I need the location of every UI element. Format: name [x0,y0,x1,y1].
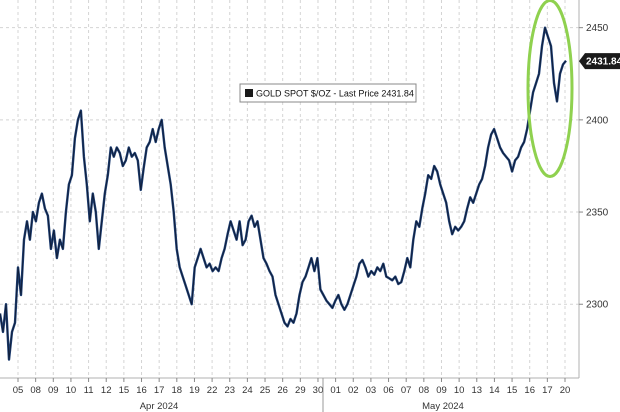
x-tick-label: 13 [471,385,482,396]
x-tick-label: 12 [101,385,112,396]
x-tick-label: 08 [30,385,41,396]
y-tick-label: 2300 [586,300,609,311]
x-tick-label: 19 [189,385,200,396]
x-tick-label: 16 [136,385,147,396]
month-label-april: Apr 2024 [140,401,179,412]
x-tick-label: 22 [207,385,218,396]
legend: GOLD SPOT $/OZ - Last Price 2431.84 [239,83,417,103]
x-tick-label: 30 [313,385,324,396]
x-tick-label: 26 [277,385,288,396]
x-tick-label: 15 [119,385,130,396]
x-tick-label: 16 [524,385,535,396]
x-tick-label: 08 [419,385,430,396]
x-tick-label: 07 [401,385,412,396]
x-tick-label: 09 [48,385,59,396]
last-price-label: 2431.84 [586,57,620,68]
x-tick-label: 15 [507,385,518,396]
x-tick-label: 24 [242,385,253,396]
price-series [0,26,567,361]
x-tick-label: 02 [348,385,359,396]
x-tick-label: 17 [542,385,553,396]
y-tick-label: 2450 [586,23,609,34]
x-tick-label: 03 [366,385,377,396]
x-tick-label: 17 [154,385,165,396]
x-tick-label: 06 [383,385,394,396]
x-tick-label: 05 [13,385,24,396]
x-tick-label: 29 [295,385,306,396]
legend-swatch [245,89,253,97]
x-tick-label: 25 [260,385,271,396]
last-price-tag-shape [579,53,620,70]
x-tick-label: 20 [560,385,571,396]
x-tick-label: 09 [436,385,447,396]
x-axis: 05 08 09 10 11 12 15 16 17 18 19 22 23 24 25 26 29 30 01 02… [13,378,571,396]
x-tick-label: 10 [66,385,77,396]
legend-label: GOLD SPOT $/OZ - Last Price 2431.84 [256,89,414,99]
y-tick-label: 2350 [586,208,609,219]
x-tick-label: 23 [224,385,235,396]
x-tick-label: 01 [330,385,341,396]
last-price-tag: 2431.84 [579,53,620,70]
series-line-core [0,27,567,360]
y-tick-label: 2400 [586,115,609,126]
x-tick-label: 14 [489,385,500,396]
month-label-may: May 2024 [422,401,464,412]
legend-box [239,83,417,103]
y-axis: 2300 2350 2400 2450 [579,23,609,311]
x-tick-label: 10 [454,385,465,396]
x-tick-label: 18 [172,385,183,396]
x-tick-label: 11 [84,385,94,396]
highlight-ellipse [526,0,574,178]
